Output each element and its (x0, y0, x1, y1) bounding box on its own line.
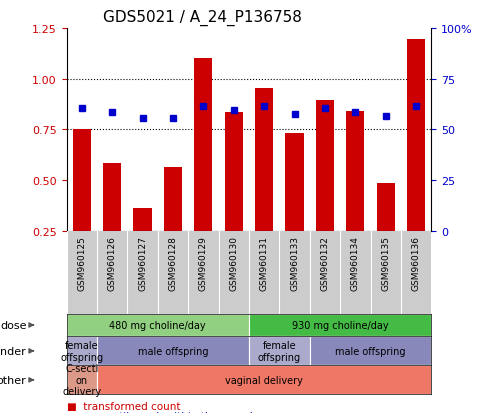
Bar (225, 113, 243, 231)
Bar (249, 337, 310, 366)
Bar (407, 40, 425, 231)
Text: C-secti
on
delivery: C-secti on delivery (62, 363, 102, 396)
Text: GSM960129: GSM960129 (199, 235, 208, 290)
Bar (97, 337, 249, 366)
Text: gender: gender (0, 346, 27, 356)
Text: GSM960125: GSM960125 (77, 235, 86, 290)
Text: GSM960131: GSM960131 (260, 235, 269, 290)
Bar (310, 337, 431, 366)
Bar (164, 168, 182, 231)
Text: GSM960132: GSM960132 (320, 235, 329, 290)
Bar (103, 164, 121, 231)
Text: GSM960126: GSM960126 (107, 235, 117, 290)
Bar (72, 130, 91, 231)
Text: male offspring: male offspring (335, 346, 406, 356)
Text: dose: dose (0, 320, 27, 330)
Text: ■  transformed count: ■ transformed count (67, 401, 180, 411)
Text: 480 mg choline/day: 480 mg choline/day (109, 320, 206, 330)
Text: GSM960130: GSM960130 (229, 235, 238, 290)
Text: vaginal delivery: vaginal delivery (225, 375, 303, 385)
Bar (249, 314, 431, 337)
Text: other: other (0, 375, 27, 385)
Text: female
offspring: female offspring (258, 340, 301, 362)
Text: female
offspring: female offspring (60, 340, 104, 362)
Text: male offspring: male offspring (138, 346, 208, 356)
Bar (134, 208, 152, 231)
Bar (377, 184, 395, 231)
Text: GSM960127: GSM960127 (138, 235, 147, 290)
Bar (346, 112, 364, 231)
Text: GSM960133: GSM960133 (290, 235, 299, 290)
Text: ■  percentile rank within the sample: ■ percentile rank within the sample (67, 411, 259, 413)
Bar (67, 337, 97, 366)
Text: GDS5021 / A_24_P136758: GDS5021 / A_24_P136758 (103, 10, 302, 26)
Text: 930 mg choline/day: 930 mg choline/day (292, 320, 388, 330)
Text: GSM960136: GSM960136 (412, 235, 421, 290)
Bar (194, 59, 212, 231)
Bar (67, 314, 249, 337)
Bar (67, 366, 97, 394)
Text: GSM960128: GSM960128 (169, 235, 177, 290)
Bar (255, 89, 273, 231)
Bar (285, 134, 304, 231)
Text: GSM960134: GSM960134 (351, 235, 360, 290)
Bar (316, 101, 334, 231)
Text: GSM960135: GSM960135 (381, 235, 390, 290)
